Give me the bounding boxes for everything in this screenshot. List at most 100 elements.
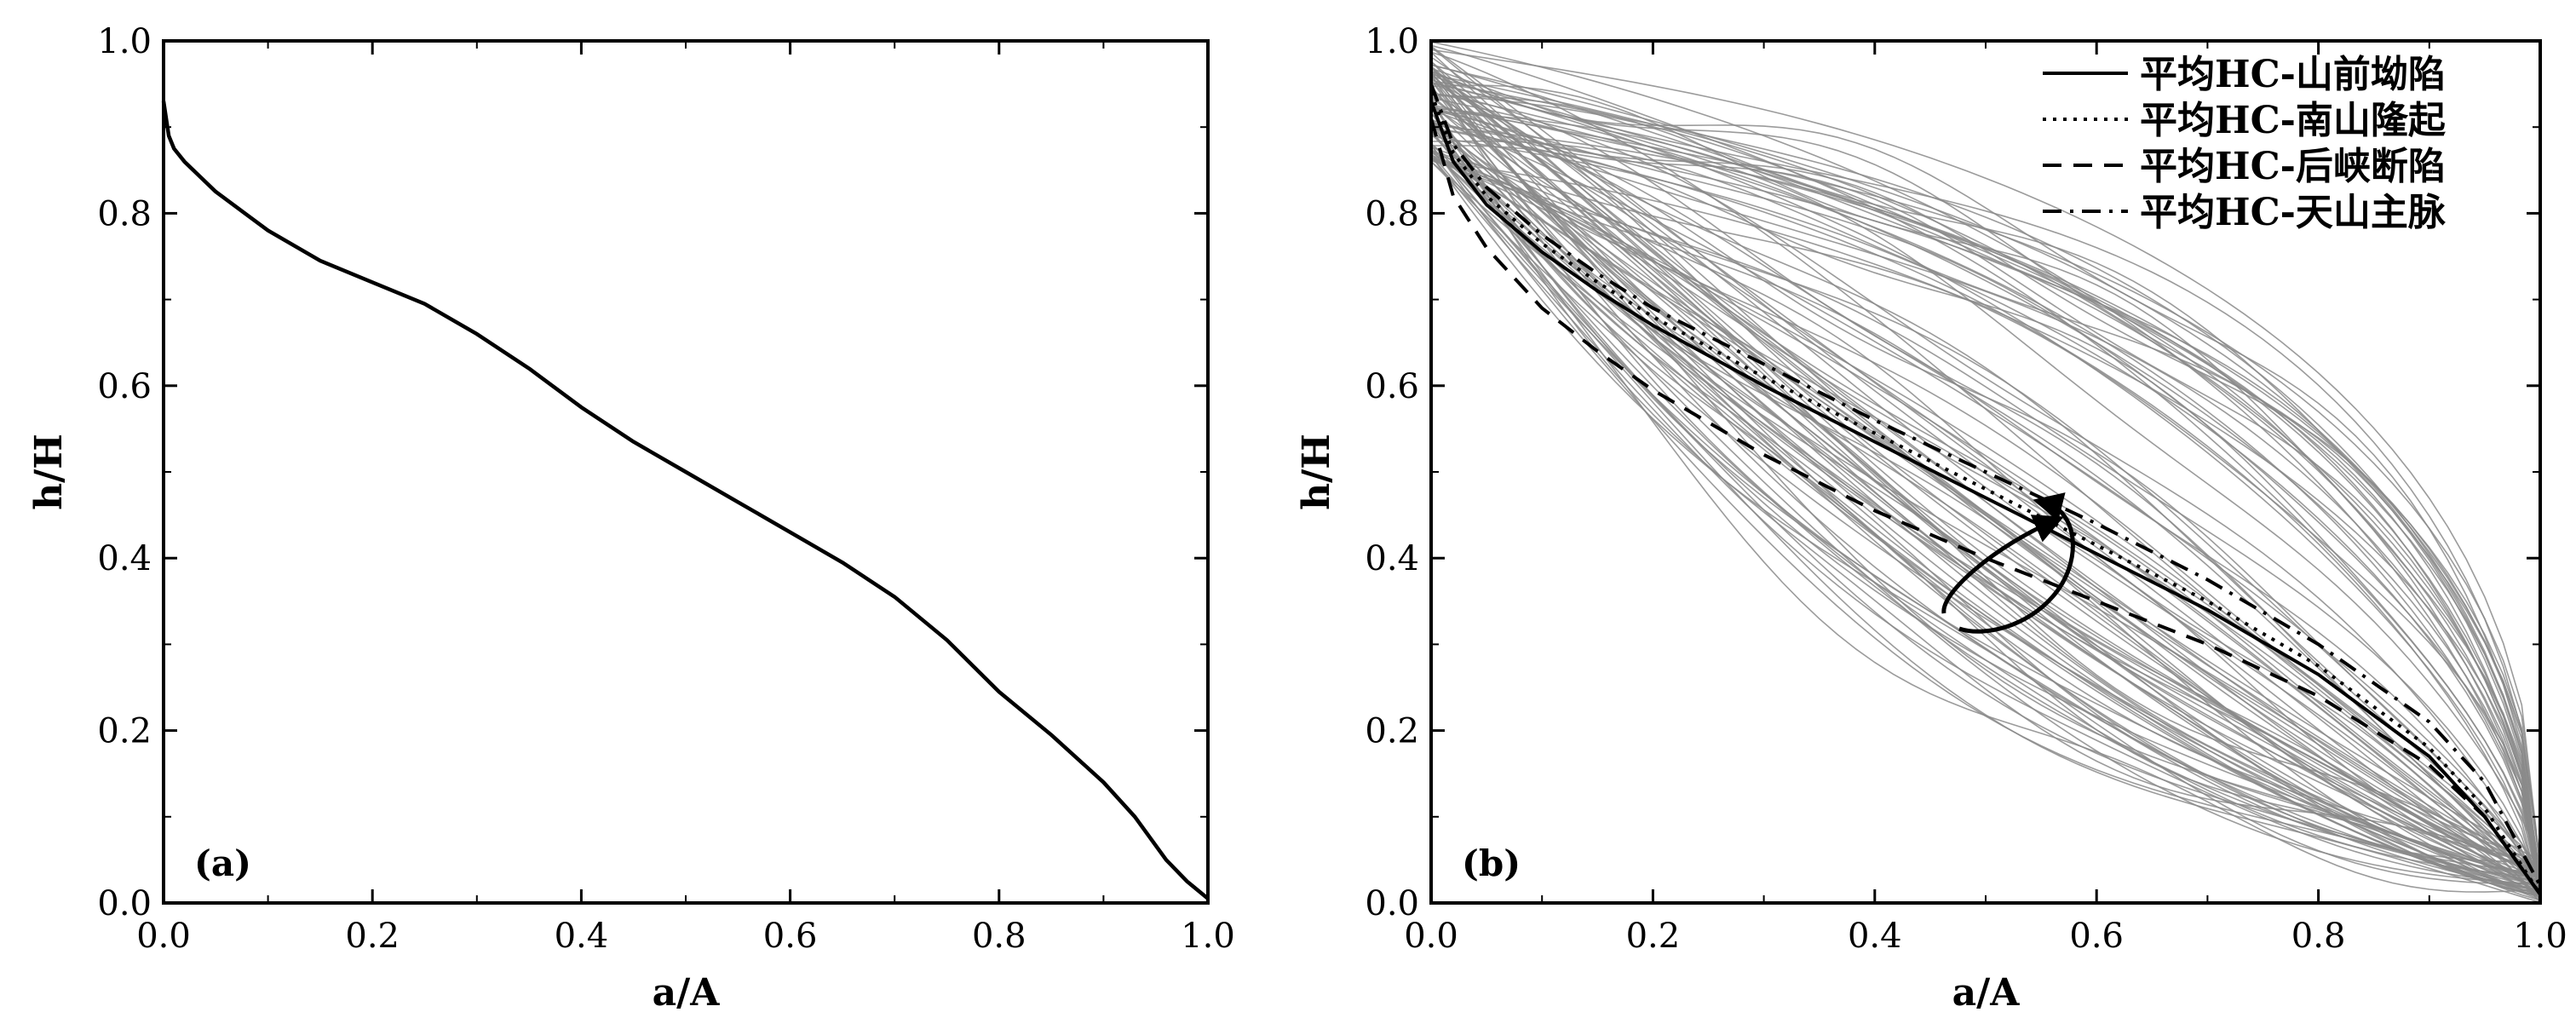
panel-b-y-tick-label: 0.6 [1365,367,1419,406]
panel-b-ticks: 0.0 0.2 0.4 0.6 0.8 1.0 0.0 0.2 0.4 0.6 0.8 1.0 [1365,22,2567,956]
legend-label-3: 平均HC-天山主脉 [2140,191,2447,234]
individual-curve [1430,107,2541,888]
individual-curve [1430,65,2541,865]
individual-curve [1430,72,2541,884]
legend-label-0: 平均HC-山前坳陷 [2140,53,2446,96]
panel-a-ticks: 0.0 0.2 0.4 0.6 0.8 1.0 0.0 0.2 0.4 0.6 0.8 1.0 [97,22,1234,956]
panel-a-y-tick-label: 0.0 [97,884,152,923]
panel-b-x-tick-label: 1.0 [2513,917,2567,956]
rotation-arrow-lower [1958,492,2075,634]
individual-curve [1430,149,2541,878]
individual-curve [1430,109,2541,873]
panel-a-x-tick-label: 0.2 [345,917,400,956]
panel-b-series-line-0 [1429,101,2542,896]
individual-curve [1430,150,2541,882]
panel-b-x-tick-label: 0.8 [2291,917,2346,956]
individual-curve [1430,121,2541,884]
individual-curve [1430,70,2541,879]
panel-b-mean-curves [1429,83,2542,896]
individual-curve [1430,123,2541,869]
individual-curve [1430,129,2541,883]
individual-curve [1430,150,2541,888]
panel-a-y-tick-label: 0.6 [97,367,152,406]
individual-curve [1430,155,2541,886]
individual-curve [1430,64,2541,886]
individual-curve [1430,142,2541,888]
individual-curve [1430,79,2541,888]
panel-a-plot-area [161,101,1210,900]
panel-b-individual-curves [1430,41,2541,904]
panel-a-y-tick-label: 0.4 [97,539,152,578]
individual-curve [1430,73,2541,901]
individual-curve [1430,79,2541,891]
panel-a-x-tick-label: 0.0 [136,917,191,956]
individual-curve [1430,71,2541,874]
panel-a-y-axis-title: h/H [27,434,71,510]
individual-curve [1430,97,2541,881]
individual-curve [1430,135,2541,888]
panel-b-series-line-2 [1429,118,2542,896]
individual-curve [1430,73,2541,877]
panel-a-y-tick-label: 0.2 [97,712,152,751]
panel-b-label: (b) [1462,842,1521,884]
individual-curve [1430,106,2541,904]
individual-curve [1430,82,2541,898]
legend-label-2: 平均HC-后峡断陷 [2140,145,2446,188]
individual-curve [1430,158,2541,902]
individual-curve [1430,93,2541,891]
individual-curve [1430,95,2541,890]
rotation-arrow-upper [1941,515,2064,614]
panel-b: 0.0 0.2 0.4 0.6 0.8 1.0 0.0 0.2 0.4 0.6 0.8 1.0 平均H… [1295,22,2567,1015]
individual-curve [1430,152,2541,896]
individual-curve [1430,101,2541,885]
panel-a-x-axis-title: a/A [653,971,721,1015]
individual-curve [1430,145,2541,892]
panel-a-x-tick-label: 0.4 [555,917,609,956]
individual-curve [1430,106,2541,871]
individual-curve [1430,49,2541,866]
panel-b-x-axis-title: a/A [1952,971,2021,1015]
individual-curve [1430,159,2541,893]
panel-a-x-tick-label: 0.6 [763,917,818,956]
panel-a-x-tick-label: 1.0 [1181,917,1235,956]
individual-curve [1430,92,2541,900]
panel-b-y-tick-label: 0.2 [1365,712,1419,751]
individual-curve [1430,51,2541,874]
individual-curve [1430,56,2541,900]
panel-b-x-tick-label: 0.0 [1404,917,1458,956]
panel-b-y-tick-label: 0.4 [1365,539,1419,578]
panel-a-y-tick-label: 0.8 [97,194,152,233]
individual-curve [1430,159,2541,903]
individual-curve [1430,121,2541,900]
panel-a-label: (a) [194,842,251,884]
panel-a-y-tick-label: 1.0 [97,22,152,61]
panel-b-x-tick-label: 0.6 [2069,917,2124,956]
panel-b-y-tick-label: 0.0 [1365,884,1419,923]
panel-b-x-tick-label: 0.4 [1848,917,1902,956]
individual-curve [1430,66,2541,893]
individual-curve [1430,157,2541,880]
panel-b-y-tick-label: 1.0 [1365,22,1419,61]
individual-curve [1430,119,2541,877]
individual-curve [1430,145,2541,890]
panel-b-x-tick-label: 0.2 [1626,917,1681,956]
rotation-arrow-annotation [1941,492,2075,634]
individual-curve [1430,140,2541,903]
panel-b-y-axis-title: h/H [1295,434,1338,510]
panel-b-series-line-1 [1429,92,2542,895]
individual-curve [1430,44,2541,877]
individual-curve [1430,147,2541,893]
individual-curve [1430,123,2541,893]
individual-curve [1430,124,2541,885]
panel-a-x-tick-label: 0.8 [972,917,1026,956]
legend-label-1: 平均HC-南山隆起 [2140,99,2447,142]
individual-curve [1430,67,2541,862]
individual-curve [1430,41,2541,899]
individual-curve [1430,154,2541,884]
individual-curve [1430,72,2541,889]
individual-curve [1430,112,2541,882]
individual-curve [1430,145,2541,904]
panel-a-series-line-0 [161,101,1210,900]
